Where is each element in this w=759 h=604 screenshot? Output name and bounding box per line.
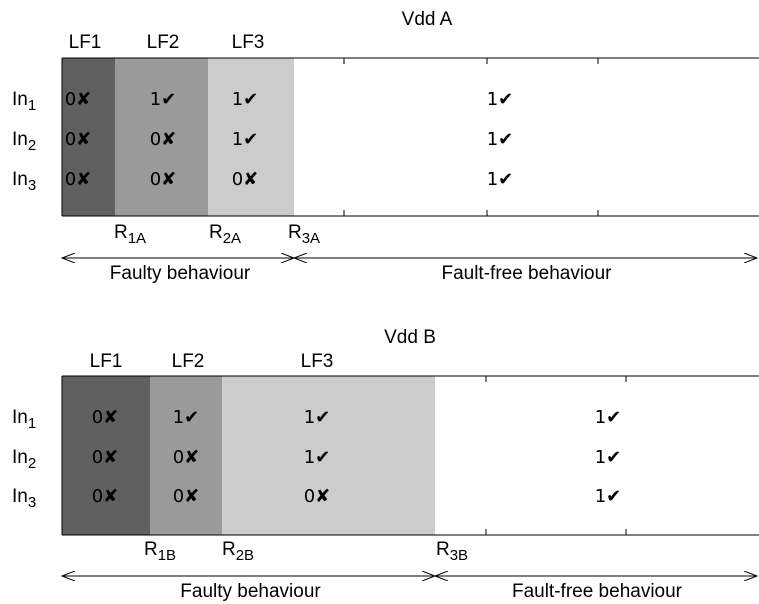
cell: 1✔ xyxy=(595,407,622,428)
row-label: In3 xyxy=(12,169,36,194)
cell: 1✔ xyxy=(304,407,331,428)
cell: 0✘ xyxy=(65,129,92,150)
region-label: LF3 xyxy=(232,32,265,53)
resistor-label-sub: 2B xyxy=(236,547,254,564)
panel-title: Vdd A xyxy=(402,9,453,30)
resistor-label-sub: 3A xyxy=(302,230,320,247)
row-label-base: In xyxy=(12,447,28,468)
cell: 1✔ xyxy=(173,407,200,428)
row-label-sub: 2 xyxy=(28,455,36,472)
resistor-label: R3A xyxy=(288,222,320,247)
cell: 1✔ xyxy=(487,129,514,150)
resistor-label-sub: 1A xyxy=(128,230,146,247)
region xyxy=(115,58,208,216)
cell: 0✘ xyxy=(65,89,92,110)
row-label-base: In xyxy=(12,129,28,150)
region-label: LF1 xyxy=(90,351,123,372)
cell: 0✘ xyxy=(150,169,177,190)
cell: 1✔ xyxy=(232,89,259,110)
row-label: In2 xyxy=(12,447,36,472)
behaviour-label: Faulty behaviour xyxy=(180,581,321,602)
cell: 1✔ xyxy=(150,89,177,110)
region-label: LF2 xyxy=(147,32,180,53)
cell: 1✔ xyxy=(595,447,622,468)
cell: 0✘ xyxy=(65,169,92,190)
resistor-label: R2A xyxy=(209,222,241,247)
cell: 1✔ xyxy=(304,447,331,468)
resistor-label-base: R xyxy=(288,222,302,243)
resistor-label-base: R xyxy=(436,539,450,560)
behaviour-label: Fault-free behaviour xyxy=(441,263,612,284)
resistor-label-base: R xyxy=(114,222,128,243)
cell: 0✘ xyxy=(304,486,331,507)
row-label-sub: 1 xyxy=(28,415,36,432)
row-label-sub: 2 xyxy=(28,137,36,154)
row-label-base: In xyxy=(12,169,28,190)
behaviour-label: Fault-free behaviour xyxy=(512,581,683,602)
row-label-sub: 3 xyxy=(28,177,36,194)
cell: 0✘ xyxy=(92,407,119,428)
resistor-label: R1A xyxy=(114,222,146,247)
row-label-base: In xyxy=(12,486,28,507)
cell: 0✘ xyxy=(150,129,177,150)
cell: 0✘ xyxy=(92,486,119,507)
cell: 0✘ xyxy=(232,169,259,190)
resistor-label-sub: 1B xyxy=(158,547,176,564)
cell: 1✔ xyxy=(595,486,622,507)
region-label: LF1 xyxy=(69,32,102,53)
region xyxy=(208,58,294,216)
behaviour-label: Faulty behaviour xyxy=(110,263,251,284)
cell: 0✘ xyxy=(173,486,200,507)
resistor-label-base: R xyxy=(209,222,223,243)
region xyxy=(62,376,150,535)
resistor-label-base: R xyxy=(144,539,158,560)
cell: 0✘ xyxy=(92,447,119,468)
resistor-label-sub: 2A xyxy=(223,230,241,247)
resistor-label: R2B xyxy=(222,539,254,564)
row-label: In1 xyxy=(12,89,36,114)
row-label: In3 xyxy=(12,486,36,511)
cell: 1✔ xyxy=(487,89,514,110)
row-label-sub: 1 xyxy=(28,97,36,114)
cell: 1✔ xyxy=(487,169,514,190)
row-label: In1 xyxy=(12,407,36,432)
row-label-base: In xyxy=(12,89,28,110)
region xyxy=(222,376,435,535)
cell: 0✘ xyxy=(173,447,200,468)
region xyxy=(150,376,222,535)
cell: 1✔ xyxy=(232,129,259,150)
row-label-sub: 3 xyxy=(28,494,36,511)
region xyxy=(62,58,115,216)
resistor-label-sub: 3B xyxy=(450,547,468,564)
resistor-label: R1B xyxy=(144,539,176,564)
resistor-label: R3B xyxy=(436,539,468,564)
resistor-label-base: R xyxy=(222,539,236,560)
row-label: In2 xyxy=(12,129,36,154)
region-label: LF3 xyxy=(301,351,334,372)
row-label-base: In xyxy=(12,407,28,428)
panel-title: Vdd B xyxy=(384,327,436,348)
region-label: LF2 xyxy=(172,351,205,372)
